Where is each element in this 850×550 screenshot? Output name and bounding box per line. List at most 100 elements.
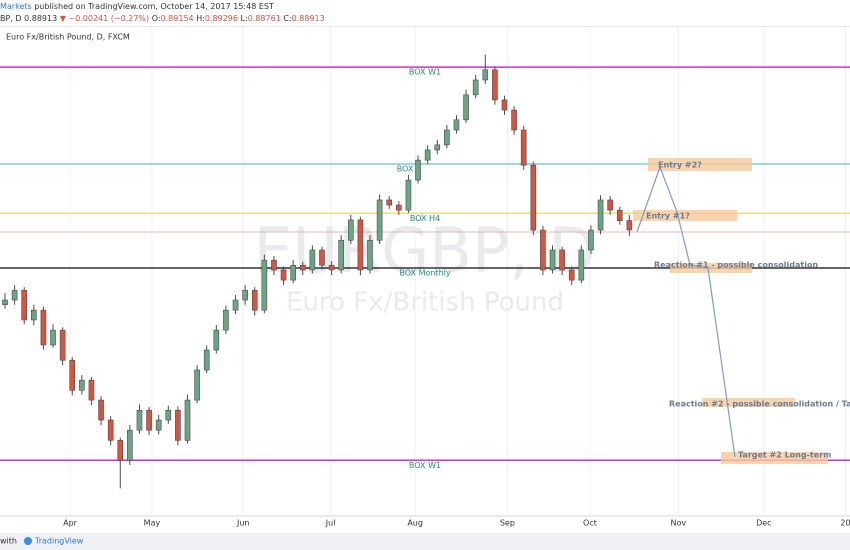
candle-body (11, 289, 18, 301)
candle-body (357, 219, 364, 271)
candle-body (472, 79, 479, 96)
candle-body (117, 440, 124, 461)
candle-body (184, 399, 191, 441)
annotation: Target #2 Long-term (738, 451, 831, 460)
candle-body (98, 399, 104, 421)
x-tick-label: May (144, 519, 161, 528)
candle-body (242, 289, 248, 301)
candle-body (597, 199, 604, 231)
candle-body (424, 149, 431, 161)
ohlc-value: 0.89296 (205, 14, 238, 23)
x-tick-label: Sep (500, 519, 515, 528)
candle-body (203, 349, 210, 371)
level-label: BOX W1 (409, 68, 441, 77)
annotation-box (670, 263, 752, 273)
x-tick-label: Apr (63, 519, 78, 528)
candle-body (415, 159, 421, 181)
candle-body (453, 119, 460, 131)
ohlc-value: 0.88913 (292, 14, 325, 23)
candle-body (107, 419, 114, 441)
candle-body (588, 229, 594, 251)
x-tick-label: Dec (756, 519, 771, 528)
candle-body (136, 409, 143, 431)
symbol: BP, D (0, 14, 22, 23)
candle-body (88, 379, 95, 401)
ohlc-label: O: (152, 14, 161, 23)
brand-logo (24, 537, 32, 545)
candle-body (434, 144, 441, 151)
published: published on TradingView.com, October 14… (34, 2, 274, 11)
watermark-sub: Euro Fx/British Pound (286, 288, 564, 318)
annotation-box (633, 210, 737, 221)
candle-body (59, 329, 66, 361)
candle-body (232, 299, 239, 311)
candle-body (271, 259, 277, 271)
ohlc-label: H: (196, 14, 205, 23)
candle-body (280, 269, 287, 281)
candle-body (530, 164, 537, 231)
quote: BP, D 0.88913 ▼ −0.00241 (−0.27%) O: 0.89… (0, 14, 325, 23)
candle-body (2, 299, 8, 306)
candle-body (347, 219, 354, 241)
candle-body (261, 259, 268, 311)
candle-body (50, 329, 56, 346)
x-tick-label: 20 (840, 519, 850, 528)
candle-body (319, 249, 325, 266)
candle-body (405, 179, 412, 211)
level-label: BOX (397, 165, 414, 174)
annotation: Entry #2? (658, 161, 702, 170)
candle-body (511, 109, 517, 131)
level-label: BOX Monthly (399, 268, 450, 277)
candle-body (21, 289, 28, 321)
footer-bar (0, 533, 850, 550)
annotation: Reaction #1 - possible consolidation (654, 261, 818, 270)
footer-brand: TradingView (34, 537, 84, 546)
candle-body (540, 229, 546, 271)
candle-body (299, 264, 306, 271)
x-tick-label: Jun (236, 519, 250, 528)
annotation: Reaction #2 - possible consolidation / T… (669, 400, 850, 409)
candle-body (328, 264, 335, 271)
candle-body (146, 409, 152, 431)
ohlc-value: 0.88761 (248, 14, 281, 23)
change: ▼ −0.00241 (−0.27%) (60, 14, 149, 23)
x-tick-label: Aug (407, 519, 423, 528)
candle-body (40, 309, 47, 346)
candle-body (578, 249, 585, 281)
candle-body (444, 129, 450, 146)
candle-body (482, 69, 489, 81)
candle-body (251, 289, 258, 311)
footer-with: with (0, 537, 17, 546)
candle-body (69, 359, 76, 391)
last: 0.88913 (24, 14, 57, 23)
candle-body (213, 329, 220, 351)
projection-arrow (636, 165, 736, 458)
annotations: Entry #2? Entry #1? Reaction #1 - possib… (633, 158, 850, 464)
candle-body (607, 199, 613, 211)
candle-body (501, 99, 508, 111)
candle-body (559, 249, 565, 271)
candle-body (463, 94, 469, 121)
candle-body (290, 264, 296, 281)
chart-title: Euro Fx/British Pound, D, FXCM (6, 33, 130, 42)
candle-body (165, 409, 172, 421)
annotation: Entry #1? (646, 212, 690, 221)
ohlc-label: C: (283, 14, 291, 23)
candle-body (376, 199, 383, 241)
candle-body (626, 220, 633, 231)
candle-body (338, 239, 344, 271)
annotation-box (721, 452, 828, 464)
candle-body (309, 249, 316, 271)
x-tick-label: Oct (583, 519, 597, 528)
candle-body (520, 129, 527, 166)
x-tick-label: Nov (671, 519, 687, 528)
candle-body (194, 369, 200, 401)
candle-body (568, 269, 575, 281)
candle-body (549, 249, 556, 271)
candles (2, 54, 633, 489)
level-label: BOX W1 (409, 461, 441, 470)
ohlc-label: L: (241, 14, 248, 23)
header-bar (0, 0, 850, 26)
